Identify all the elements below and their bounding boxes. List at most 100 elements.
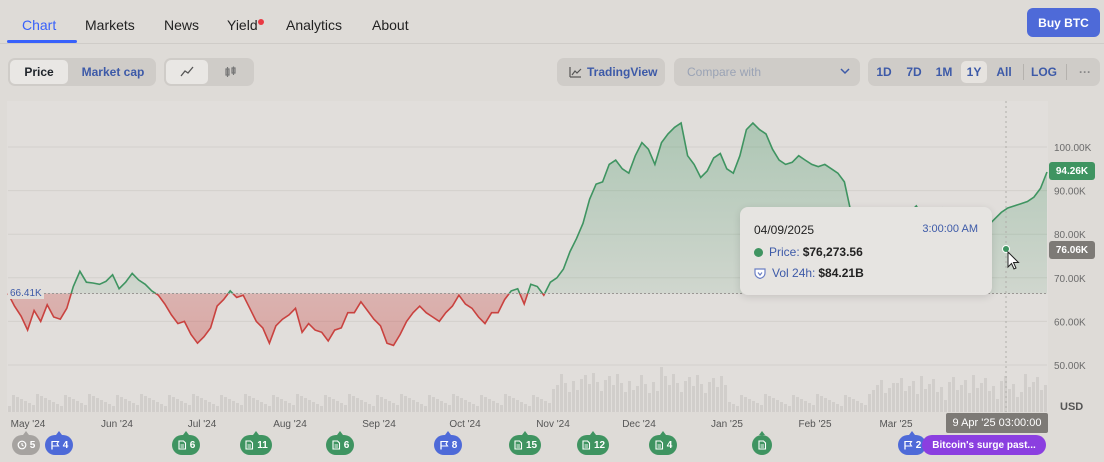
volume-bar [868,394,871,412]
line-chart-button[interactable] [166,60,208,84]
volume-bar [924,389,927,412]
volume-bar [532,395,535,412]
event-marker[interactable] [752,431,772,455]
tab-markets[interactable]: Markets [85,17,135,33]
marker-notch [660,431,666,435]
range-1d[interactable]: 1D [876,65,892,79]
tab-about[interactable]: About [372,17,409,33]
event-marker[interactable]: 5 [12,431,40,455]
range-1m[interactable]: 1M [935,65,953,79]
volume-bar [596,382,599,412]
volume-bar [364,402,367,412]
range-7d[interactable]: 7D [906,65,922,79]
flag-icon [50,440,60,450]
volume-bar [916,394,919,412]
tab-yield[interactable]: Yield [227,17,258,33]
tab-analytics[interactable]: Analytics [286,17,343,33]
top-nav: Chart Markets News Yield Analytics About… [0,0,1104,44]
news-event-pill[interactable]: Bitcoin's surge past... [922,435,1046,455]
more-options-button[interactable]: ··· [1079,65,1091,79]
volume-bar [340,403,343,412]
range-all[interactable]: All [996,65,1012,79]
event-count: 6 [189,439,196,451]
event-marker[interactable]: 12 [577,431,609,455]
event-marker[interactable]: 2 [898,431,926,455]
marker-notch [23,431,29,435]
event-marker[interactable]: 4 [649,431,677,455]
volume-bar [1032,382,1035,412]
volume-bar [724,385,727,412]
range-1y[interactable]: 1Y [961,61,987,83]
tradingview-button[interactable]: TradingView [557,58,665,86]
volume-bar [1000,381,1003,412]
range-log[interactable]: LOG [1031,65,1057,79]
marker-notch [759,431,765,435]
gridlines [8,146,1047,366]
volume-bar [176,399,179,412]
volume-bar [668,385,671,412]
volume-bar [860,403,863,412]
volume-bar [844,395,847,412]
currency-label: USD [1060,401,1084,413]
event-marker[interactable]: 6 [172,431,200,455]
volume-bar [468,402,471,412]
tooltip-price-value: $76,273.56 [802,245,863,259]
volume-bar [684,381,687,412]
y-tick-label: 50.00K [1054,361,1086,372]
volume-bar [360,400,363,412]
event-marker[interactable]: 6 [326,431,354,455]
tooltip-volume-row: Vol 24h: $84.21B [754,266,864,280]
volume-bar [1044,385,1047,412]
volume-bar [600,391,603,412]
volume-bar [744,397,747,412]
volume-bar [8,406,11,412]
volume-bar [572,381,575,412]
y-tick-label: 60.00K [1054,317,1086,328]
volume-bar [56,404,59,412]
volume-bar [396,405,399,412]
volume-bar [716,387,719,412]
volume-bar [188,405,191,412]
volume-bar [856,401,859,412]
compare-with-dropdown[interactable]: Compare with [674,58,860,86]
event-count: 4 [666,439,673,451]
volume-bar [112,406,115,412]
price-toggle[interactable]: Price [10,60,68,84]
compare-placeholder: Compare with [687,65,762,79]
document-icon [654,440,664,450]
volume-bar [500,405,503,412]
volume-bar [720,376,723,412]
tradingview-label: TradingView [587,65,658,79]
volume-bar [628,381,631,412]
volume-bar [636,386,639,412]
hover-price-label: 76.06K [1049,241,1095,259]
event-marker[interactable]: 4 [45,431,73,455]
volume-bar [328,397,331,412]
volume-bar [776,400,779,412]
volume-bar [156,402,159,412]
event-marker[interactable]: 15 [509,431,541,455]
volume-bar [920,376,923,412]
volume-bar [556,385,559,412]
marketcap-toggle[interactable]: Market cap [81,65,145,79]
event-count: 4 [62,439,69,451]
tab-news[interactable]: News [164,17,200,33]
event-marker[interactable]: 11 [240,431,272,455]
volume-bar [36,394,39,412]
volume-bar [116,395,119,412]
volume-bar [640,375,643,412]
volume-bar [824,398,827,412]
candlestick-button[interactable] [210,60,252,84]
volume-bar [792,395,795,412]
document-icon [581,440,591,450]
event-marker[interactable]: 8 [434,431,462,455]
buy-button[interactable]: Buy BTC [1027,8,1100,37]
tab-chart[interactable]: Chart [22,17,57,33]
volume-bar [404,396,407,412]
volume-bar [48,400,51,412]
volume-bar [820,396,823,412]
volume-bar [944,400,947,412]
flag-icon [903,440,913,450]
volume-bar [460,398,463,412]
volume-bar [848,397,851,412]
